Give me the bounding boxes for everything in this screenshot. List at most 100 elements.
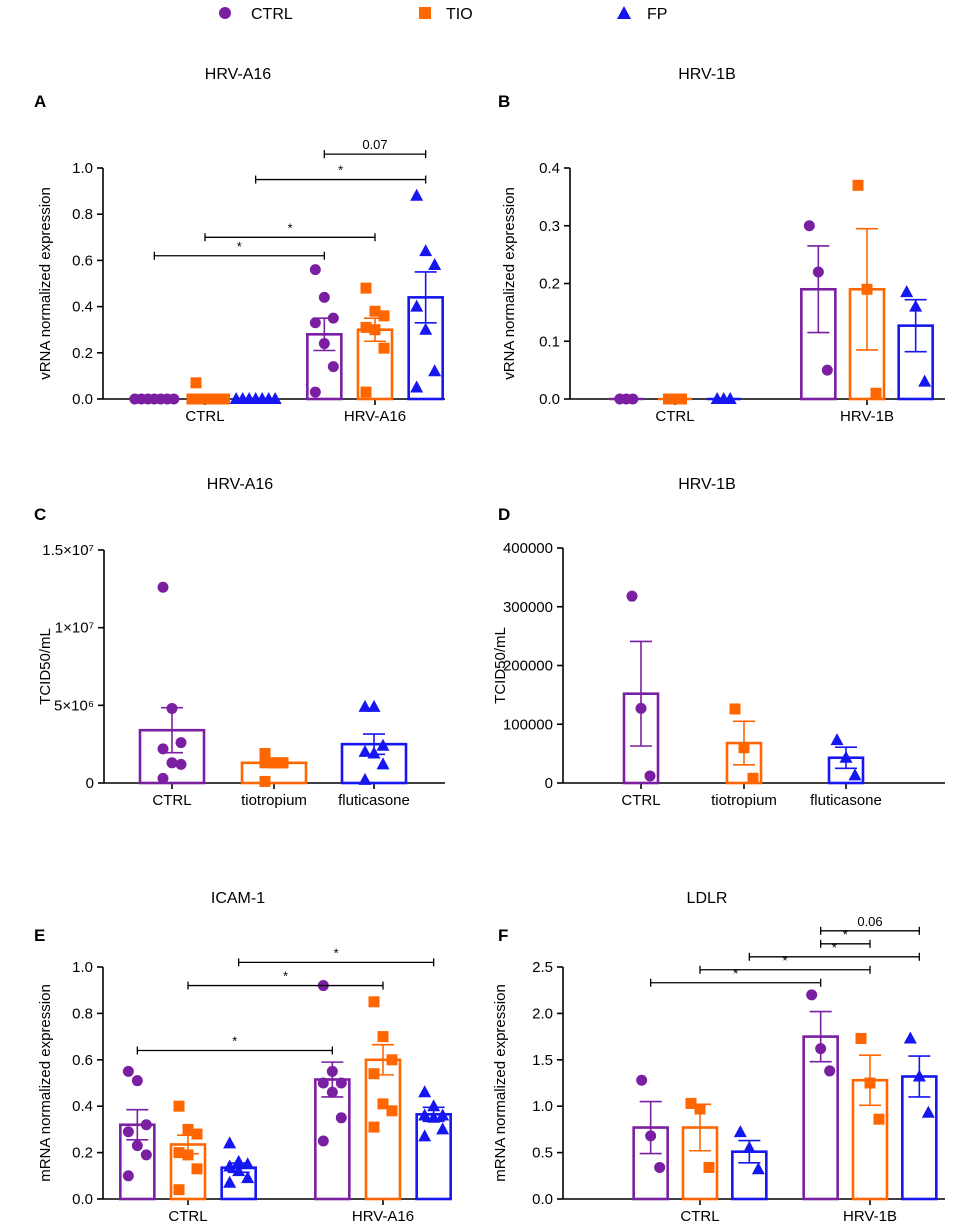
data-point [806, 989, 818, 1001]
data-point [327, 312, 339, 324]
data-point [861, 283, 873, 295]
data-point [186, 393, 198, 405]
y-tick-label: 0.3 [539, 218, 560, 235]
x-tick-label: CTRL [168, 1208, 207, 1225]
data-point [377, 1031, 389, 1043]
y-tick-label: 0.0 [72, 1191, 93, 1208]
data-point [815, 1043, 827, 1055]
data-point [277, 757, 289, 769]
significance-label: 0.07 [362, 137, 387, 152]
x-tick-label: CTRL [655, 408, 694, 425]
data-point [864, 1077, 876, 1089]
data-point [157, 581, 169, 593]
data-point [368, 1121, 380, 1133]
significance-label: * [843, 927, 848, 942]
y-tick-label: 100000 [503, 716, 553, 733]
data-point [663, 393, 674, 405]
data-point [747, 772, 759, 784]
x-tick-label: CTRL [185, 408, 224, 425]
data-point [360, 282, 372, 294]
legend-label-fp: FP [647, 6, 667, 23]
significance-label: * [338, 163, 343, 178]
y-tick-label: 2.0 [532, 1005, 553, 1022]
data-point [335, 1077, 347, 1089]
panel-b: HRV-1B B 0.0 0.1 0.2 0.3 0.4 vRNA normalized ex… [498, 66, 945, 425]
data-point [418, 1108, 432, 1121]
y-tick-label: 0.0 [72, 391, 93, 408]
data-point [327, 361, 339, 373]
data-point [168, 393, 180, 405]
data-point [259, 757, 271, 769]
data-point [122, 1065, 134, 1077]
panel-title: HRV-A16 [205, 66, 272, 83]
data-point [368, 996, 380, 1008]
panel-letter: B [498, 92, 510, 111]
data-point [268, 392, 282, 404]
y-tick-label: 0.8 [72, 206, 93, 223]
data-point [436, 1108, 450, 1121]
y-tick-label: 0.0 [532, 1191, 553, 1208]
data-point [830, 733, 844, 746]
data-point [368, 1068, 380, 1080]
data-point [190, 377, 202, 389]
y-tick-label: 2.5 [532, 959, 553, 976]
y-tick-label: 1.5×10⁷ [42, 542, 94, 559]
data-point [703, 1161, 715, 1173]
data-point [318, 338, 330, 350]
data-point [212, 393, 224, 405]
data-point [131, 1140, 143, 1152]
data-point [644, 770, 656, 782]
significance-label: * [283, 969, 288, 984]
data-point [386, 1054, 398, 1066]
data-point [175, 737, 187, 749]
data-point [131, 1075, 143, 1087]
data-point [335, 1112, 347, 1124]
data-point [377, 1098, 389, 1110]
data-point [839, 750, 853, 763]
y-tick-label: 1×10⁷ [55, 620, 94, 637]
panel-c: HRV-A16 C 0 5×10⁶ 1×10⁷ 1.5×10⁷ TCID50/mL CTRL t… [34, 476, 445, 809]
panel-d: HRV-1B D 0 100000 200000 300000 400000 TCID50/m… [492, 476, 945, 809]
data-point [428, 364, 442, 377]
data-point [166, 702, 178, 714]
data-point [219, 393, 230, 405]
data-point [259, 775, 271, 787]
data-point [241, 1157, 255, 1170]
data-point [636, 1074, 648, 1086]
data-point [173, 1100, 185, 1112]
data-point [410, 299, 424, 312]
data-point [909, 299, 923, 312]
data-point [360, 321, 372, 333]
data-point [223, 1175, 237, 1188]
data-point [157, 772, 169, 784]
panel-letter: E [34, 926, 45, 945]
y-axis-label: TCID50/mL [37, 628, 54, 705]
significance-label: 0.06 [857, 914, 882, 929]
data-point [241, 1171, 255, 1184]
data-point [223, 1159, 237, 1172]
data-point [182, 1149, 194, 1161]
data-point [191, 1163, 203, 1175]
data-point [685, 1097, 697, 1109]
y-axis-label: TCID50/mL [492, 627, 509, 704]
data-point [378, 342, 390, 354]
panel-letter: F [498, 926, 508, 945]
data-point [821, 364, 833, 376]
data-point [173, 1147, 185, 1159]
y-tick-label: 300000 [503, 599, 553, 616]
panel-letter: D [498, 505, 510, 524]
data-point [627, 393, 639, 405]
data-point [223, 1136, 237, 1149]
legend-marker-fp [617, 6, 631, 19]
y-axis-label: vRNA normalized expression [501, 187, 518, 380]
y-tick-label: 0.4 [72, 1098, 93, 1115]
data-point [140, 1119, 152, 1131]
data-point [232, 1154, 246, 1167]
data-point [903, 1031, 917, 1044]
data-point [166, 757, 178, 769]
y-axis-label: vRNA normalized expression [37, 187, 54, 380]
data-point [912, 1069, 926, 1082]
y-tick-label: 1.0 [72, 160, 93, 177]
data-point [812, 266, 824, 278]
data-point [870, 387, 882, 399]
